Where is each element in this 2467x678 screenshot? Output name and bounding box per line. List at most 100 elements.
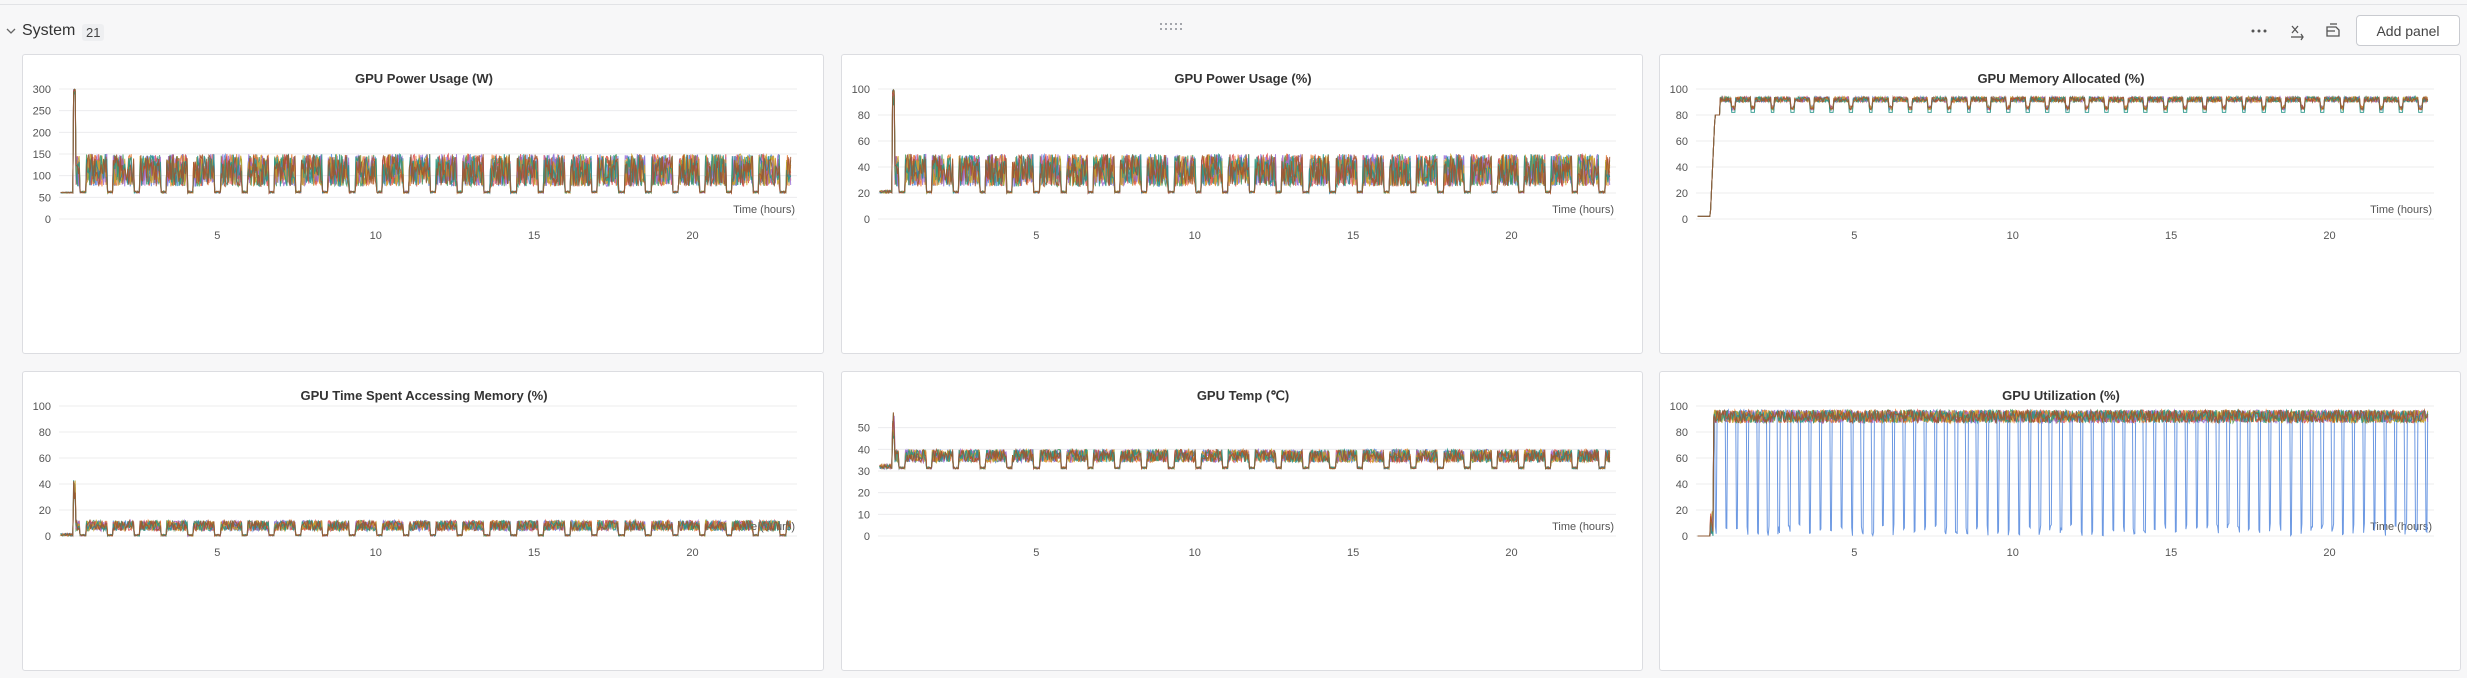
y-tick-label: 80 — [1676, 427, 1688, 439]
y-tick-label: 40 — [858, 444, 870, 456]
y-tick-label: 40 — [1676, 479, 1688, 491]
x-tick-label: 20 — [2323, 230, 2335, 242]
chart-title: GPU Temp (℃) — [1197, 388, 1289, 403]
y-tick-label: 10 — [858, 509, 870, 521]
y-tick-label: 100 — [33, 401, 51, 413]
series-line — [879, 89, 1611, 195]
x-tick-label: 20 — [686, 547, 698, 559]
series-line — [60, 480, 792, 538]
top-divider — [0, 4, 2467, 5]
y-tick-label: 100 — [852, 84, 870, 96]
y-tick-label: 20 — [1676, 505, 1688, 517]
panel-count-badge: 21 — [82, 24, 105, 41]
chevron-down-icon[interactable] — [4, 24, 18, 38]
x-tick-label: 10 — [2007, 547, 2019, 559]
x-tick-label: 5 — [1851, 547, 1857, 559]
chart-panel-gpu-memory-access-time[interactable]: GPU Time Spent Accessing Memory (%) 0 20 40… — [22, 371, 824, 671]
y-tick-label: 20 — [39, 505, 51, 517]
y-tick-label: 300 — [33, 84, 51, 96]
panel-settings-icon[interactable] — [2320, 18, 2346, 44]
x-tick-label: 15 — [1347, 547, 1359, 559]
x-tick-label: 10 — [1189, 230, 1201, 242]
x-tick-label: 20 — [1505, 547, 1517, 559]
y-tick-label: 250 — [33, 106, 51, 118]
y-tick-label: 0 — [1682, 531, 1688, 543]
x-axis-label: Time (hours) — [1552, 204, 1614, 216]
section-title[interactable]: System — [22, 22, 76, 39]
x-axis-label: Time (hours) — [733, 204, 795, 216]
x-tick-label: 20 — [1505, 230, 1517, 242]
x-tick-label: 5 — [1033, 230, 1039, 242]
y-tick-label: 100 — [1670, 401, 1688, 413]
y-tick-label: 60 — [39, 453, 51, 465]
chart-gpu-utilization: GPU Utilization (%) 0 20 40 60 80 100 5 10 15 20 Ti… — [1670, 388, 2434, 559]
y-tick-label: 20 — [1676, 188, 1688, 200]
y-tick-label: 80 — [1676, 110, 1688, 122]
x-tick-label: 10 — [370, 230, 382, 242]
chart-gpu-power-percent: GPU Power Usage (%) 0 20 40 60 80 100 5 10 15 20 Ti… — [852, 71, 1616, 242]
x-tick-label: 20 — [2323, 547, 2335, 559]
series-line — [1697, 408, 2429, 538]
drag-handle-icon[interactable] — [1158, 20, 1184, 32]
chart-gpu-power-watts: GPU Power Usage (W) 0 50 100 150 200 250 300 5 10… — [33, 71, 797, 242]
x-tick-label: 10 — [2007, 230, 2019, 242]
y-tick-label: 0 — [864, 214, 870, 226]
chart-gpu-temp: GPU Temp (℃) 0 10 20 30 40 50 5 10 15 20 Time (hour… — [858, 388, 1616, 559]
y-tick-label: 50 — [39, 192, 51, 204]
series-line — [1697, 94, 2429, 217]
chart-panel-gpu-power-percent[interactable]: GPU Power Usage (%) 0 20 40 60 80 100 5 10 15 20 Ti… — [841, 54, 1643, 354]
series-line — [60, 481, 792, 538]
y-tick-label: 50 — [858, 423, 870, 435]
chart-panel-gpu-power-watts[interactable]: GPU Power Usage (W) 0 50 100 150 200 250 300 5 10… — [22, 54, 824, 354]
chart-gpu-memory-allocated: GPU Memory Allocated (%) 0 20 40 60 80 100 5 10 1… — [1670, 71, 2434, 242]
chart-title: GPU Time Spent Accessing Memory (%) — [300, 388, 547, 403]
y-tick-label: 20 — [858, 488, 870, 500]
x-tick-label: 15 — [2165, 547, 2177, 559]
y-tick-label: 40 — [39, 479, 51, 491]
series-line — [879, 431, 1611, 471]
y-tick-label: 150 — [33, 149, 51, 161]
y-tick-label: 80 — [39, 427, 51, 439]
y-tick-label: 0 — [45, 214, 51, 226]
x-tick-label: 15 — [528, 547, 540, 559]
x-tick-label: 5 — [1851, 230, 1857, 242]
chart-panel-gpu-memory-allocated[interactable]: GPU Memory Allocated (%) 0 20 40 60 80 100 5 10 1… — [1659, 54, 2461, 354]
x-tick-label: 15 — [528, 230, 540, 242]
y-tick-label: 20 — [858, 188, 870, 200]
add-panel-button[interactable]: Add panel — [2356, 15, 2460, 46]
chart-panel-gpu-utilization[interactable]: GPU Utilization (%) 0 20 40 60 80 100 5 10 15 20 Ti… — [1659, 371, 2461, 671]
y-tick-label: 60 — [858, 136, 870, 148]
x-tick-label: 5 — [214, 230, 220, 242]
x-axis-icon[interactable] — [2284, 18, 2310, 44]
y-tick-label: 60 — [1676, 453, 1688, 465]
y-tick-label: 60 — [1676, 136, 1688, 148]
series-line — [879, 412, 1611, 471]
x-tick-label: 5 — [1033, 547, 1039, 559]
series-line — [1697, 408, 2429, 537]
series-line — [60, 88, 792, 195]
x-axis-label: Time (hours) — [2370, 521, 2432, 533]
y-tick-label: 40 — [1676, 162, 1688, 174]
chart-title: GPU Memory Allocated (%) — [1977, 71, 2144, 86]
x-tick-label: 10 — [1189, 547, 1201, 559]
chart-panel-gpu-temp[interactable]: GPU Temp (℃) 0 10 20 30 40 50 5 10 15 20 Time (hour… — [841, 371, 1643, 671]
y-tick-label: 0 — [864, 531, 870, 543]
chart-gpu-memory-access-time: GPU Time Spent Accessing Memory (%) 0 20 40… — [33, 388, 797, 559]
y-tick-label: 100 — [33, 171, 51, 183]
y-tick-label: 40 — [858, 162, 870, 174]
x-tick-label: 20 — [686, 230, 698, 242]
chart-title: GPU Power Usage (W) — [355, 71, 493, 86]
y-tick-label: 80 — [858, 110, 870, 122]
y-tick-label: 100 — [1670, 84, 1688, 96]
y-tick-label: 0 — [1682, 214, 1688, 226]
y-tick-label: 0 — [45, 531, 51, 543]
x-tick-label: 5 — [214, 547, 220, 559]
section-header: System 21 Add panel — [0, 14, 2467, 50]
more-options-icon[interactable] — [2246, 18, 2272, 44]
y-tick-label: 30 — [858, 466, 870, 478]
chart-title: GPU Power Usage (%) — [1174, 71, 1311, 86]
chart-title: GPU Utilization (%) — [2002, 388, 2120, 403]
x-tick-label: 15 — [1347, 230, 1359, 242]
y-tick-label: 200 — [33, 127, 51, 139]
x-axis-label: Time (hours) — [2370, 204, 2432, 216]
